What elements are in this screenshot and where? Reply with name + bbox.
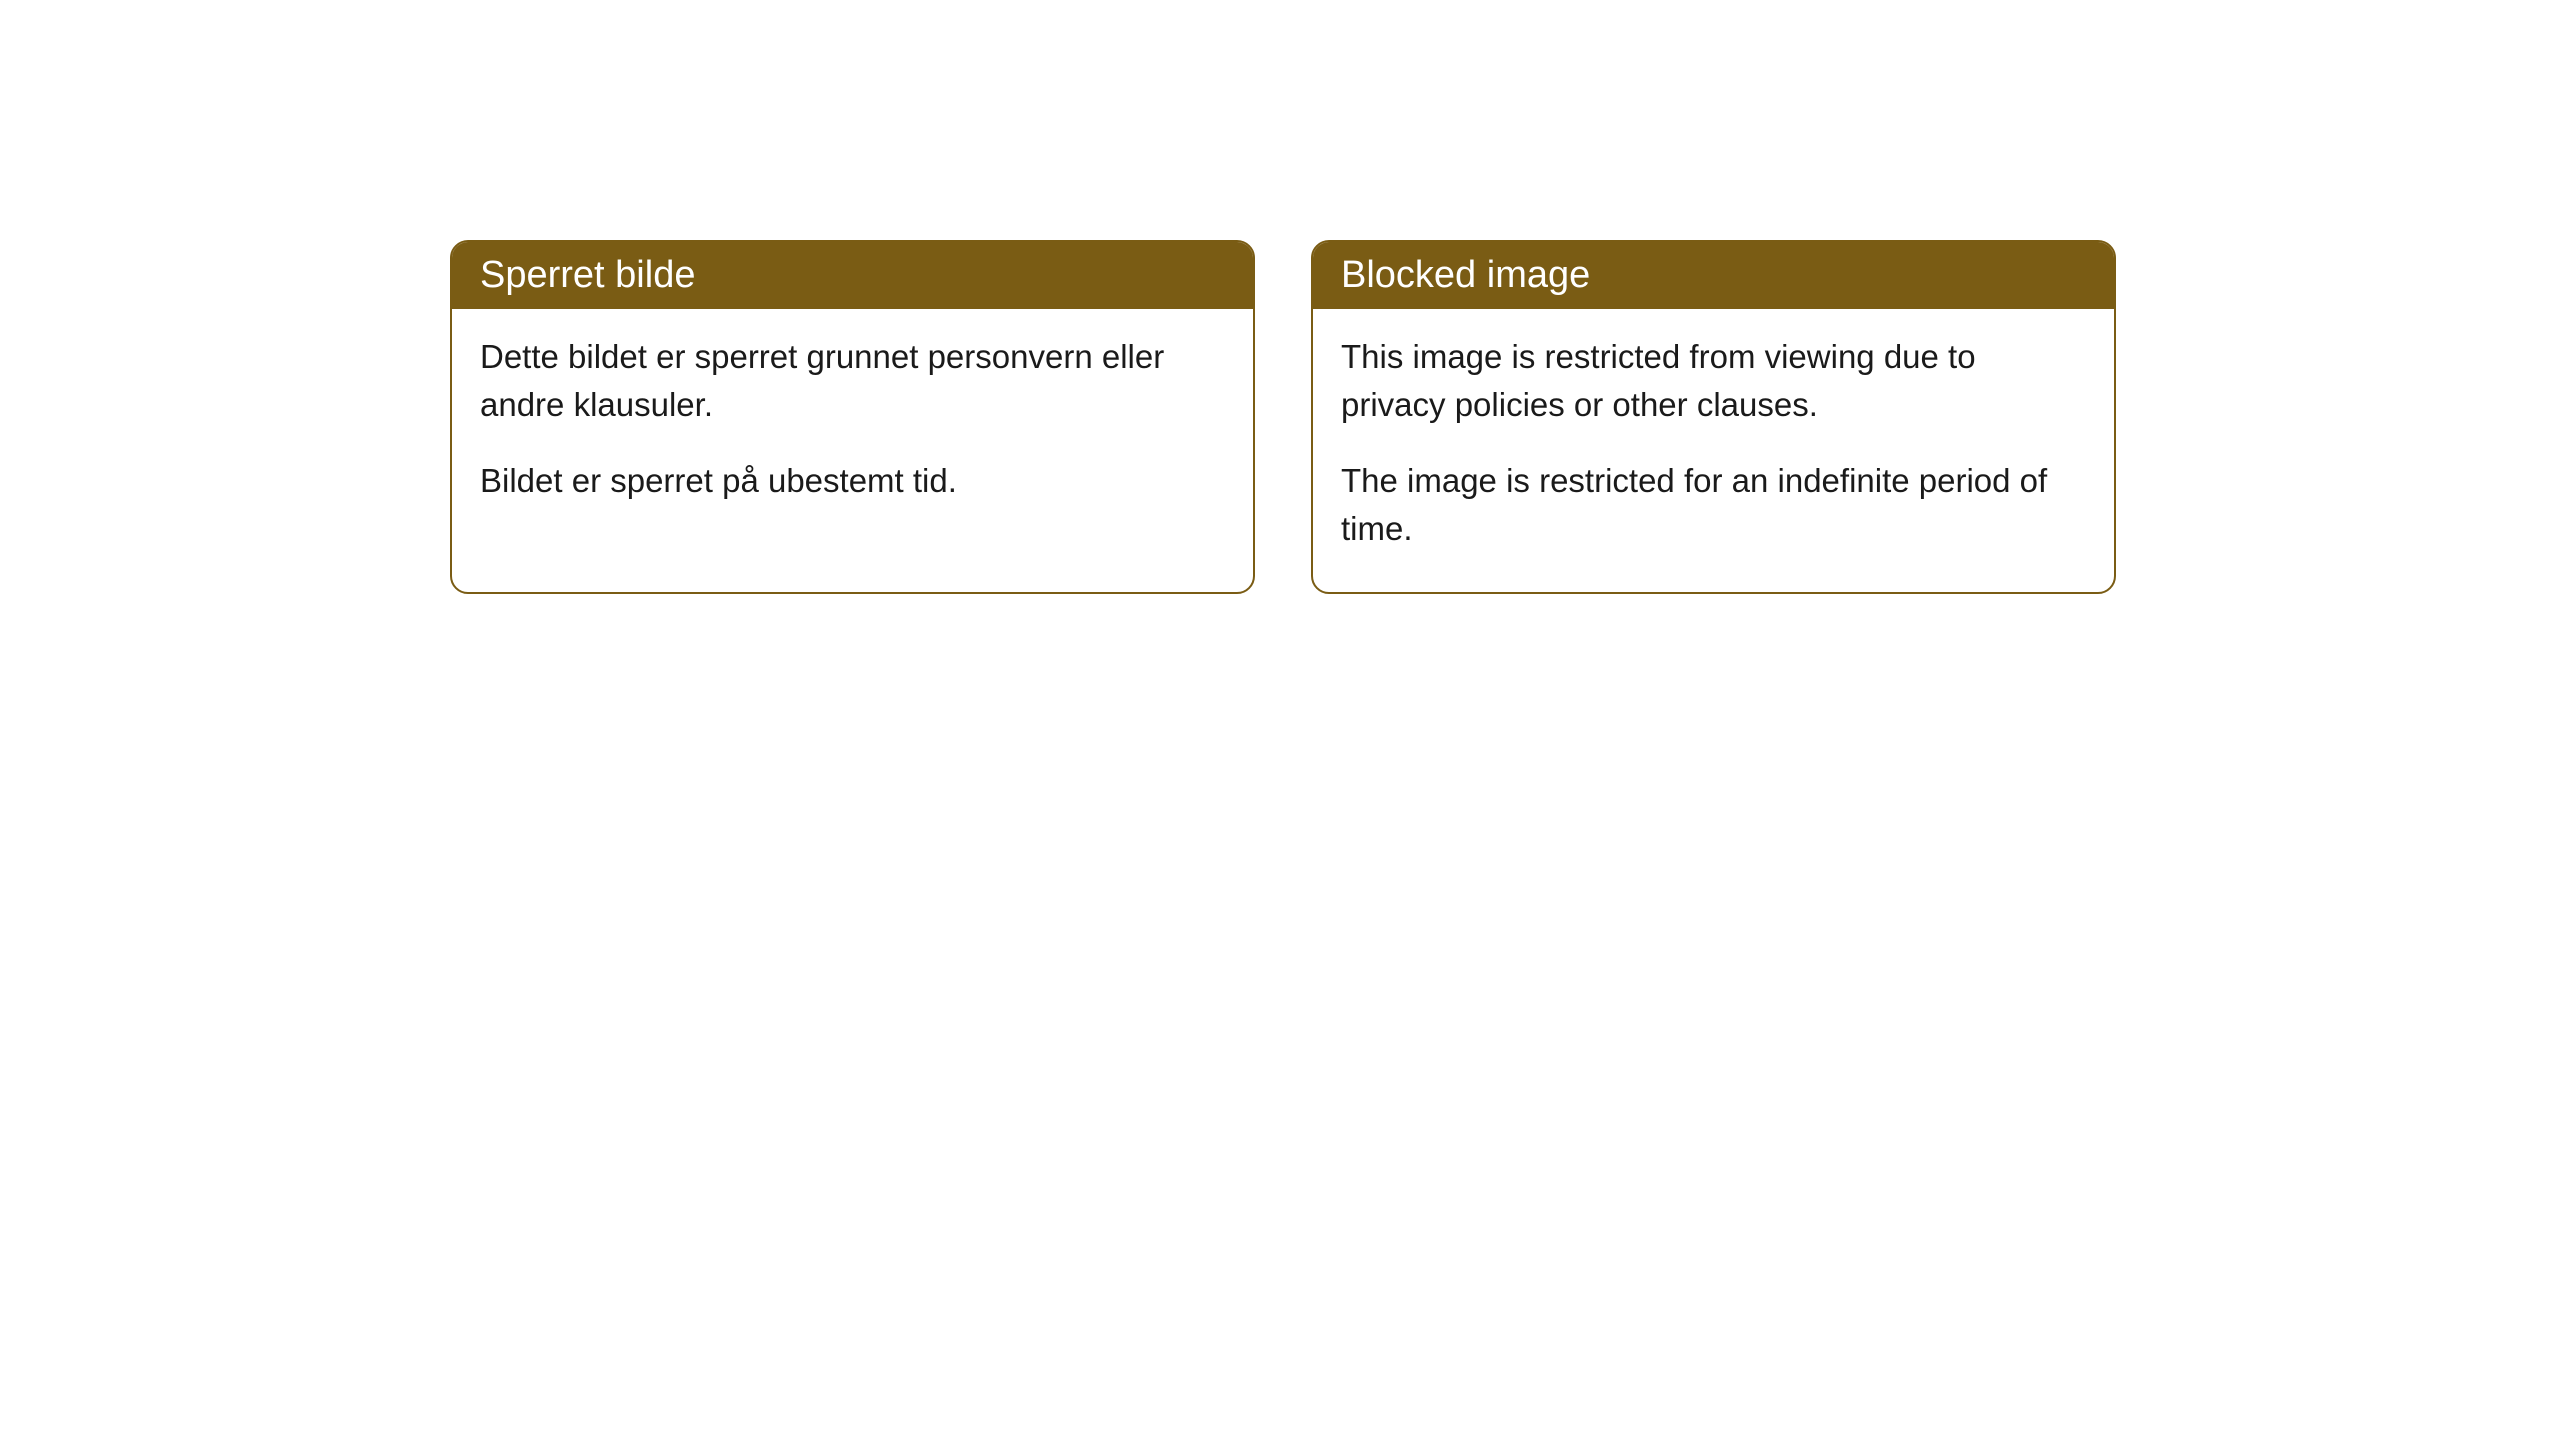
card-paragraph: The image is restricted for an indefinit… bbox=[1341, 457, 2086, 553]
card-header-english: Blocked image bbox=[1313, 242, 2114, 309]
card-title: Sperret bilde bbox=[480, 254, 695, 296]
card-paragraph: Bildet er sperret på ubestemt tid. bbox=[480, 457, 1225, 505]
card-body-norwegian: Dette bildet er sperret grunnet personve… bbox=[452, 309, 1253, 545]
blocked-image-card-norwegian: Sperret bilde Dette bildet er sperret gr… bbox=[450, 240, 1255, 594]
notice-cards-container: Sperret bilde Dette bildet er sperret gr… bbox=[450, 240, 2560, 594]
card-body-english: This image is restricted from viewing du… bbox=[1313, 309, 2114, 592]
card-header-norwegian: Sperret bilde bbox=[452, 242, 1253, 309]
card-title: Blocked image bbox=[1341, 254, 1590, 296]
card-paragraph: This image is restricted from viewing du… bbox=[1341, 333, 2086, 429]
blocked-image-card-english: Blocked image This image is restricted f… bbox=[1311, 240, 2116, 594]
card-paragraph: Dette bildet er sperret grunnet personve… bbox=[480, 333, 1225, 429]
